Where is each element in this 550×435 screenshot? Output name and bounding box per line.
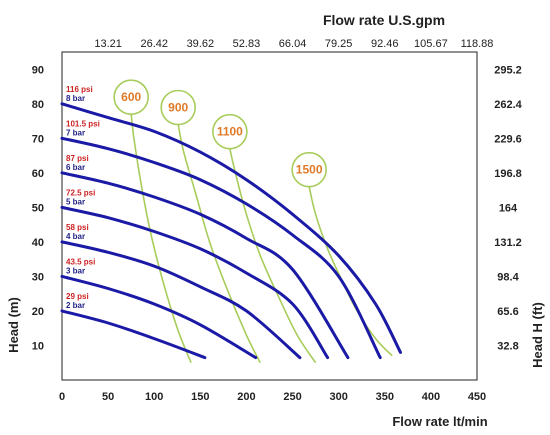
- psi-label: 29 psi: [66, 292, 89, 301]
- speed-label-text: 1100: [217, 125, 243, 139]
- pressure-curve-6-bar: [60, 171, 350, 360]
- bar-label: 8 bar: [66, 94, 85, 103]
- psi-label: 87 psi: [66, 154, 89, 163]
- left-axis-title: Head (m): [6, 297, 21, 353]
- bar-label: 3 bar: [66, 266, 85, 275]
- x-tick-label: 450: [468, 391, 486, 403]
- y2-tick-label: 65.6: [497, 306, 518, 318]
- y-tick-label: 30: [32, 271, 44, 283]
- x-tick-label: 200: [237, 391, 255, 403]
- speed-label-circle: [160, 89, 196, 126]
- bar-label: 2 bar: [66, 301, 85, 310]
- psi-label: 101.5 psi: [66, 119, 100, 128]
- y-tick-label: 20: [32, 306, 44, 318]
- y-tick-label: 90: [32, 64, 44, 76]
- speed-label-circle: [291, 151, 327, 188]
- x2-tick-label: 39.62: [187, 38, 215, 50]
- bar-label: 7 bar: [66, 128, 85, 137]
- x2-tick-label: 26.42: [140, 38, 168, 50]
- axis-ticks: 0 50 100 150 200 250 300 350 400 450 13.21 26.42 39.…: [32, 38, 523, 403]
- pressure-curves: [60, 102, 402, 360]
- y-tick-label: 40: [32, 237, 44, 249]
- x2-tick-label: 52.83: [233, 38, 261, 50]
- bar-label: 4 bar: [66, 232, 85, 241]
- pressure-curve-5-bar: [60, 205, 330, 360]
- x2-tick-label: 13.21: [94, 38, 122, 50]
- speed-label-text: 900: [168, 101, 188, 115]
- y-tick-label: 50: [32, 202, 44, 214]
- speed-curve-600: [130, 114, 192, 363]
- psi-label: 43.5 psi: [66, 257, 95, 266]
- y2-tick-label: 295.2: [494, 64, 522, 76]
- x2-tick-label: 92.46: [371, 38, 399, 50]
- x2-tick-label: 105.67: [414, 38, 448, 50]
- x-tick-label: 400: [422, 391, 440, 403]
- top-axis-title: Flow rate U.S.gpm: [323, 12, 445, 28]
- x2-tick-label: 66.04: [279, 38, 307, 50]
- pressure-curve-3-bar: [60, 274, 258, 360]
- psi-label: 72.5 psi: [66, 188, 95, 197]
- psi-label: 116 psi: [66, 85, 93, 94]
- pressure-curve-7-bar: [60, 136, 382, 360]
- y2-tick-label: 196.8: [494, 168, 522, 180]
- pressure-curve-4-bar: [60, 240, 302, 360]
- bottom-axis-title: Flow rate lt/min: [392, 414, 487, 429]
- y2-tick-label: 164: [499, 202, 518, 214]
- speed-label-circle: [113, 79, 149, 115]
- y2-tick-label: 98.4: [497, 271, 519, 283]
- y2-tick-label: 131.2: [494, 237, 522, 249]
- y-tick-label: 70: [32, 133, 44, 145]
- y-tick-label: 60: [32, 168, 44, 180]
- speed-curve-900: [177, 124, 262, 364]
- x-tick-label: 250: [283, 391, 301, 403]
- x-tick-label: 300: [329, 391, 347, 403]
- speed-label-text: 1500: [296, 163, 323, 177]
- speed-label-circle: [212, 113, 248, 150]
- right-axis-title: Head H (ft): [530, 302, 545, 368]
- psi-label: 58 psi: [66, 223, 89, 232]
- bar-label: 6 bar: [66, 163, 85, 172]
- x-tick-label: 100: [145, 391, 163, 403]
- y2-tick-label: 229.6: [494, 133, 522, 145]
- x-tick-label: 150: [191, 391, 209, 403]
- x-tick-label: 350: [376, 391, 394, 403]
- x2-tick-label: 79.25: [325, 38, 353, 50]
- pressure-curve-2-bar: [60, 309, 207, 360]
- y2-tick-label: 262.4: [494, 99, 522, 111]
- x-tick-label: 0: [59, 391, 65, 403]
- y-tick-label: 80: [32, 99, 44, 111]
- speed-label-text: 600: [121, 90, 141, 104]
- x2-tick-label: 118.88: [461, 38, 494, 50]
- y2-tick-label: 32.8: [497, 340, 518, 352]
- bar-label: 5 bar: [66, 197, 85, 206]
- x-tick-label: 50: [102, 391, 114, 403]
- y-tick-label: 10: [32, 340, 44, 352]
- pressure-curve-8-bar: [60, 102, 402, 354]
